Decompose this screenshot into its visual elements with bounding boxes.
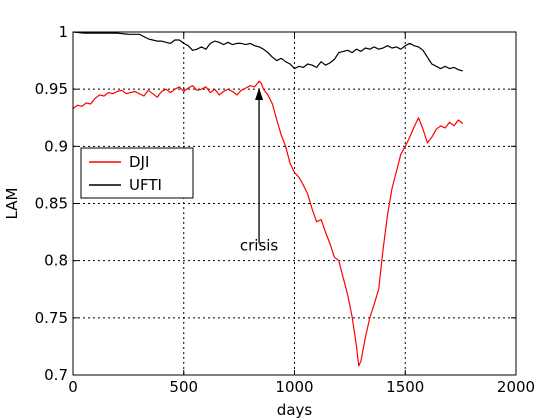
series-line-dji [72,80,464,367]
y-tick-label: 0.9 [44,137,68,155]
y-axis-label: LAM [3,188,21,220]
annotation-label: crisis [240,237,279,255]
legend: DJI UFTI [80,147,194,199]
legend-label: DJI [129,153,149,171]
y-tick-label: 0.75 [35,309,68,327]
legend-label: UFTI [129,176,162,194]
legend-box [80,147,194,199]
x-tick-label: 1000 [275,378,313,396]
y-tick-label: 0.7 [44,366,68,384]
y-tick-label: 1 [58,23,68,41]
annotation-layer: crisis [240,88,279,255]
x-tick-labels: 0 500 1000 1500 2000 [68,378,535,396]
y-tick-labels: 0.7 0.75 0.8 0.85 0.9 0.95 1 [35,23,68,384]
x-tick-label: 1500 [386,378,424,396]
x-tick-label: 2000 [497,378,535,396]
axis-ticks [72,31,517,376]
y-tick-label: 0.95 [35,80,68,98]
y-tick-label: 0.85 [35,195,68,213]
x-tick-label: 0 [68,378,78,396]
series-line-ufti [72,31,463,72]
grid-lines [73,32,516,375]
y-tick-label: 0.8 [44,252,68,270]
annotation-arrow-head [255,88,264,101]
x-tick-label: 500 [169,378,198,396]
plot-area [72,31,517,376]
x-axis-label: days [277,401,313,419]
data-series [72,31,464,367]
